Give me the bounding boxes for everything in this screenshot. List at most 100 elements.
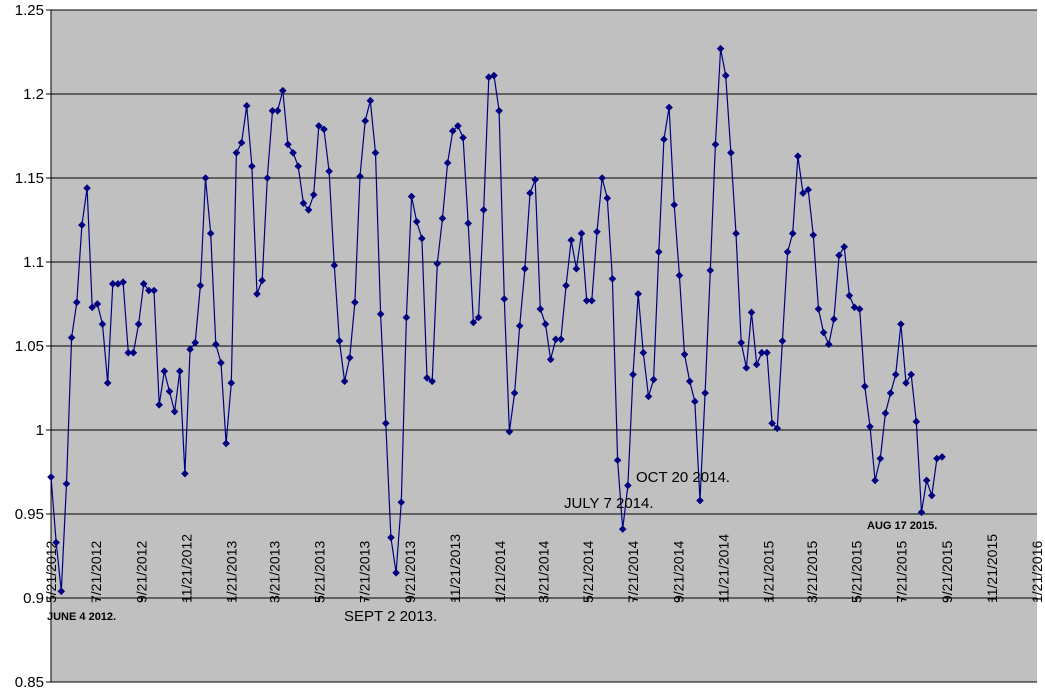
data-point [361, 117, 369, 125]
data-point [871, 476, 879, 485]
x-tick-label: 1/21/2015 [760, 541, 776, 603]
x-tick-label: 7/21/2014 [625, 541, 641, 603]
annotations: JUNE 4 2012. SEPT 2 2013. JULY 7 2014. O… [47, 469, 937, 625]
y-tick-label: 1 [36, 422, 44, 439]
data-point [778, 337, 787, 345]
data-point [866, 422, 874, 431]
x-tick-label: 1/21/2014 [492, 541, 508, 603]
data-point [794, 152, 802, 160]
data-point [186, 345, 194, 354]
annotation-june-4-2012: JUNE 4 2012. [47, 611, 116, 623]
data-point [691, 397, 699, 406]
data-point [206, 229, 215, 238]
data-point [758, 348, 766, 357]
data-point [752, 360, 761, 369]
data-point [727, 149, 735, 157]
data-point [330, 261, 339, 270]
data-point [685, 377, 694, 386]
data-point [263, 174, 272, 182]
data-point [469, 318, 478, 327]
data-point [78, 221, 86, 229]
data-point [371, 149, 380, 157]
data-point [459, 133, 467, 142]
data-point [809, 231, 818, 239]
data-point [510, 389, 519, 397]
data-point [788, 229, 797, 238]
data-point [134, 320, 143, 328]
data-point [572, 264, 581, 273]
data-point [335, 337, 344, 345]
data-point [479, 206, 488, 214]
data-point [83, 184, 91, 192]
data-point [72, 298, 81, 307]
data-point [711, 140, 720, 149]
series-line [50, 48, 943, 592]
data-point [109, 280, 117, 288]
y-tick-label: 1.25 [15, 2, 44, 19]
data-point [124, 348, 133, 357]
data-point [175, 367, 184, 375]
x-tick-label: 9/21/2013 [402, 541, 418, 603]
data-point [675, 271, 684, 280]
data-point [819, 328, 828, 337]
data-point [557, 335, 565, 344]
data-point [613, 456, 622, 465]
data-point [284, 140, 292, 149]
data-point [232, 149, 241, 157]
data-point [562, 281, 570, 290]
series-markers [47, 44, 946, 596]
data-point [201, 174, 210, 182]
data-point [546, 355, 555, 364]
data-point [551, 335, 560, 344]
data-point [464, 219, 473, 228]
data-point [515, 322, 524, 330]
data-point [845, 291, 854, 300]
data-point [603, 194, 612, 202]
data-point [495, 107, 503, 115]
data-point [907, 370, 915, 379]
x-tick-label: 1/21/2016 [1029, 541, 1045, 603]
data-point [830, 315, 838, 323]
data-point [649, 375, 658, 384]
data-point [67, 333, 76, 342]
data-point [902, 379, 910, 387]
y-tick-label: 0.9 [23, 590, 44, 607]
data-point [454, 122, 462, 130]
data-point [773, 424, 782, 433]
data-point [927, 491, 936, 500]
data-point [212, 340, 220, 349]
data-point [721, 71, 730, 80]
data-point [191, 338, 200, 347]
data-point [309, 191, 318, 199]
data-point [938, 453, 946, 461]
data-point [315, 122, 323, 130]
data-point [582, 296, 591, 305]
x-tick-label: 9/21/2012 [134, 541, 150, 603]
data-point [922, 476, 931, 485]
data-point [814, 305, 823, 313]
y-tick-label: 1.05 [15, 338, 44, 355]
data-point [181, 469, 189, 478]
data-point [696, 496, 704, 505]
data-point [304, 206, 313, 214]
data-point [356, 172, 364, 181]
x-axis: 5/21/2012 7/21/2012 9/21/2012 11/21/2012 1/2… [43, 534, 1045, 603]
x-tick-label: 5/21/2014 [580, 541, 596, 603]
annotation-sept-2-2013: SEPT 2 2013. [344, 608, 437, 625]
data-point [93, 300, 102, 308]
data-point [577, 229, 586, 238]
data-point [654, 248, 663, 256]
data-point [639, 348, 648, 357]
data-point [402, 313, 411, 322]
data-point [768, 419, 776, 428]
data-point [897, 320, 905, 328]
data-point [706, 266, 715, 275]
data-point [145, 286, 153, 295]
data-point [536, 305, 545, 313]
x-tick-label: 9/21/2015 [939, 541, 955, 603]
data-point [253, 290, 261, 298]
data-point [438, 214, 447, 223]
data-point [732, 229, 740, 238]
